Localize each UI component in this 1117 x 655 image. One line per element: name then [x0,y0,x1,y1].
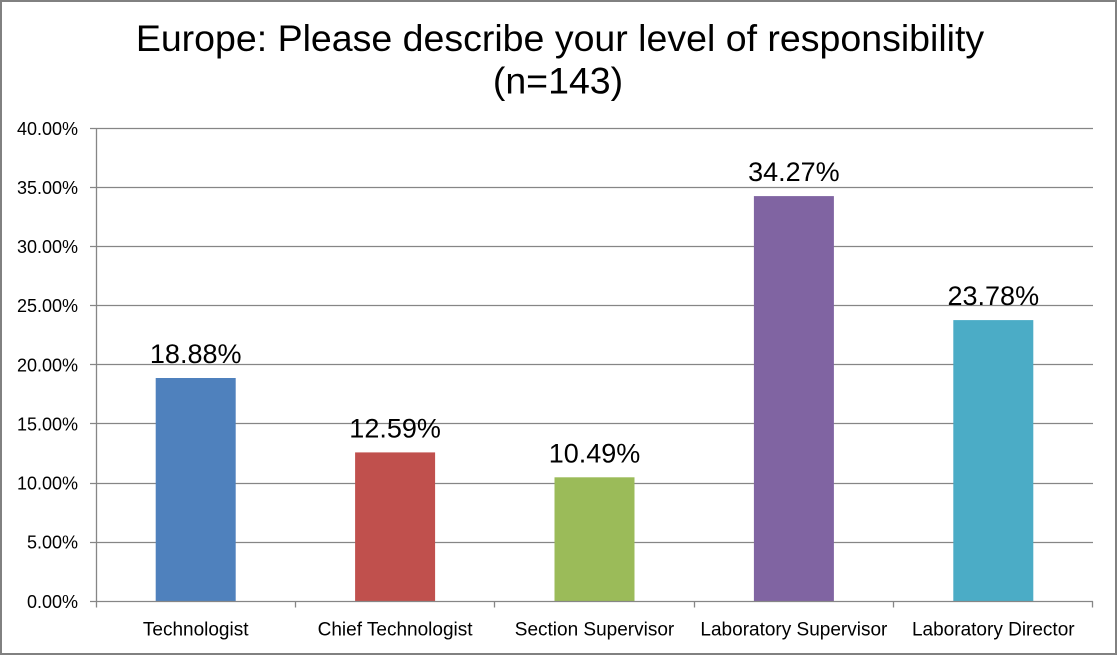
svg-text:Technologist: Technologist [143,619,249,640]
svg-text:30.00%: 30.00% [17,237,78,257]
svg-text:(n=143): (n=143) [493,60,623,102]
svg-text:Laboratory Supervisor: Laboratory Supervisor [700,619,888,640]
svg-text:25.00%: 25.00% [17,296,78,316]
svg-text:Section Supervisor: Section Supervisor [515,619,675,640]
svg-text:Europe: Please describe your l: Europe: Please describe your level of re… [136,17,985,59]
svg-text:10.49%: 10.49% [549,438,641,468]
svg-text:5.00%: 5.00% [27,533,78,553]
svg-text:Laboratory Director: Laboratory Director [912,619,1075,640]
svg-text:12.59%: 12.59% [349,413,441,443]
svg-text:Chief Technologist: Chief Technologist [318,619,474,640]
svg-text:0.00%: 0.00% [27,592,78,612]
svg-text:15.00%: 15.00% [17,414,78,434]
svg-text:20.00%: 20.00% [17,355,78,375]
svg-text:35.00%: 35.00% [17,178,78,198]
svg-text:10.00%: 10.00% [17,474,78,494]
svg-text:23.78%: 23.78% [948,281,1040,311]
svg-text:40.00%: 40.00% [17,119,78,139]
svg-text:34.27%: 34.27% [748,157,840,187]
svg-text:18.88%: 18.88% [150,339,242,369]
